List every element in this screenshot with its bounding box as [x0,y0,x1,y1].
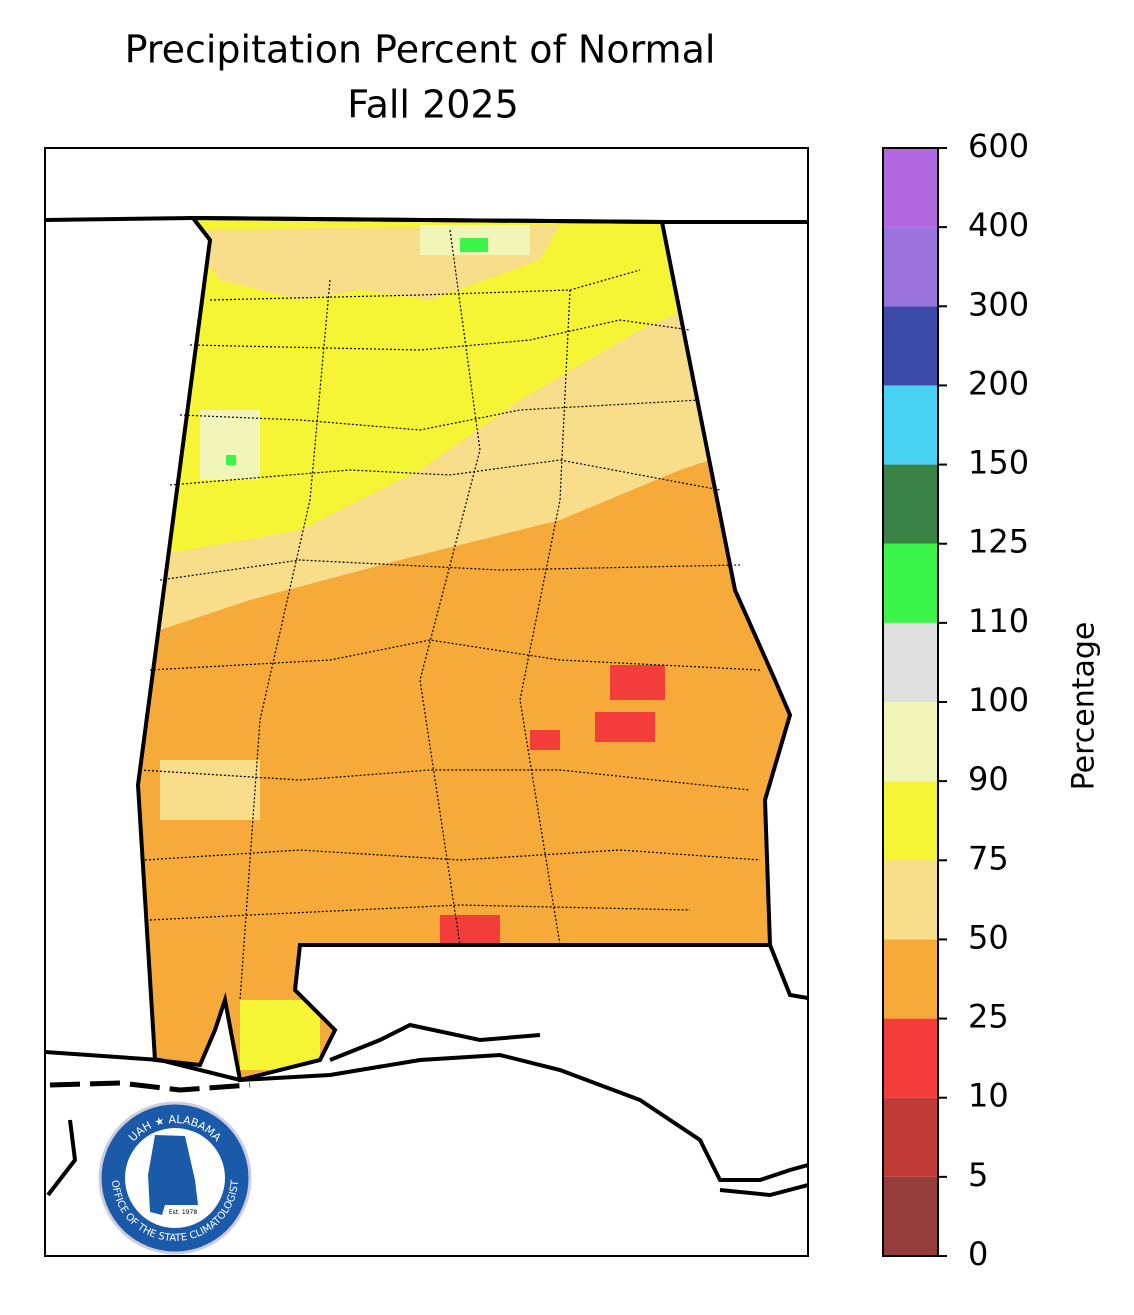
colorbar-tick-label: 200 [968,364,1029,402]
colorbar-tick-label: 600 [968,127,1029,165]
map-frame [44,147,809,1257]
colorbar-tick-label: 50 [968,918,1009,956]
colorbar-tick-label: 25 [968,998,1009,1036]
colorbar-tick-label: 75 [968,839,1009,877]
colorbar-segment [883,464,938,544]
colorbar-segment [883,385,938,465]
colorbar: 0 5 10 25 50 75 90 100 110 125 150 200 300 400 600 [882,127,1029,1273]
colorbar-segment [883,1097,938,1177]
colorbar-segment [883,1176,938,1256]
colorbar-tick-label: 150 [968,444,1029,482]
colorbar-tick-label: 0 [968,1235,988,1273]
colorbar-tick-label: 10 [968,1077,1009,1115]
logo-est: Est. 1978 [169,1209,198,1216]
colorbar-segment [883,148,938,228]
colorbar-tick-label: 90 [968,760,1009,798]
colorbar-segment [883,306,938,386]
colorbar-segment [883,622,938,702]
colorbar-segment [883,781,938,861]
colorbar-segment [883,860,938,940]
colorbar-tick-label: 5 [968,1156,988,1194]
precip-field [138,218,790,1080]
logo: UAH ★ ALABAMA OFFICE OF THE STATE CLIMAT… [98,1101,252,1255]
colorbar-segment [883,1018,938,1098]
title: Precipitation Percent of Normal [125,28,716,72]
colorbar-tick-label: 125 [968,523,1029,561]
subtitle: Fall 2025 [347,83,519,127]
colorbar-tick-label: 300 [968,285,1029,323]
colorbar-segment [883,227,938,307]
colorbar-label: Percentage [1067,622,1102,791]
colorbar-segment [883,939,938,1019]
colorbar-segment [883,543,938,623]
colorbar-segment [883,702,938,782]
colorbar-tick-label: 400 [968,206,1029,244]
colorbar-tick-label: 110 [968,602,1029,640]
colorbar-tick-label: 100 [968,681,1029,719]
boundaries [45,215,808,1198]
